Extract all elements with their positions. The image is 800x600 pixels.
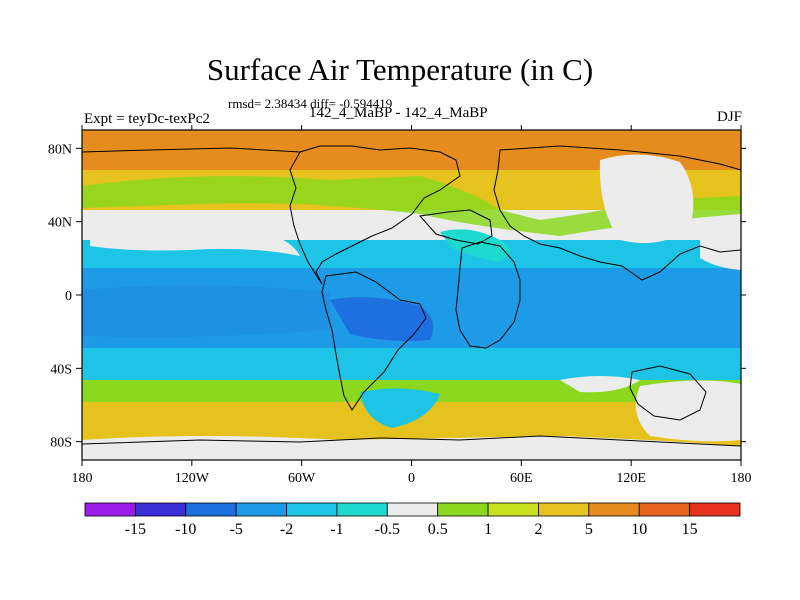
patch-antarctic-neutral	[82, 436, 741, 460]
colorbar-label: 0.5	[428, 521, 448, 538]
patch-east-neutral	[700, 228, 741, 270]
arctic-coast-outline	[82, 147, 301, 153]
south-america-outline	[321, 271, 427, 411]
lat-tick-label: 40N	[48, 216, 72, 231]
north-america-outline	[289, 145, 461, 285]
lon-tick-label: 180	[72, 471, 93, 486]
colorbar-swatch	[487, 502, 539, 517]
colorbar-swatch	[134, 502, 187, 517]
lon-tick-label: 120W	[175, 471, 210, 486]
stats-label: rmsd= 2.38434 diff= -0.594419	[228, 96, 393, 111]
colorbar-swatch	[185, 502, 237, 517]
colorbar: -15 -10 -5 -2 -1 -0.5 0.5 1 2 5 10 15	[84, 502, 741, 538]
season-label: DJF	[716, 109, 742, 125]
patch-south-atlantic-teal	[360, 388, 440, 428]
lat-tick-label: 40S	[50, 362, 72, 377]
antarctica-outline	[82, 435, 741, 447]
colorbar-label: -1	[330, 521, 343, 538]
patch-pacific-cold	[82, 285, 330, 338]
colorbar-swatch	[638, 502, 691, 517]
greenland-block	[419, 209, 493, 245]
patch-australia-neutral	[635, 380, 741, 442]
australia-outline	[629, 365, 707, 421]
lat-tick-label: 80S	[50, 436, 72, 451]
colorbar-swatch	[538, 502, 590, 517]
colorbar-label: -2	[280, 521, 293, 538]
patch-siberia-neutral	[599, 154, 694, 244]
africa-outline	[455, 241, 521, 349]
lon-tick-label: 60W	[288, 471, 316, 486]
lat-tick-label: 0	[65, 289, 72, 304]
colorbar-label: -0.5	[375, 521, 400, 538]
experiment-label: Expt = teyDc-texPc2	[84, 111, 210, 127]
colorbar-swatch	[286, 502, 338, 517]
lon-tick-label: 180	[731, 471, 752, 486]
colorbar-label: 5	[585, 521, 593, 538]
colorbar-label: 10	[631, 521, 647, 538]
colorbar-label: -15	[125, 521, 146, 538]
map-title: Surface Air Temperature (in C)	[206, 52, 594, 87]
eurasia-outline	[493, 145, 741, 281]
lon-tick-label: 0	[408, 471, 415, 486]
patch-tropical-coldest	[330, 297, 434, 342]
colorbar-label: 1	[484, 521, 492, 538]
colorbar-swatch	[235, 502, 287, 517]
colorbar-label: -5	[229, 521, 242, 538]
patch-indian-neutral	[560, 376, 640, 393]
colorbar-swatch	[84, 502, 136, 517]
continent-outlines	[82, 145, 741, 447]
colorbar-swatch	[437, 502, 489, 517]
colorbar-swatch	[386, 502, 439, 517]
band-south-tropic	[82, 348, 741, 380]
colorbar-swatch	[588, 502, 640, 517]
patch-pacific-neutral	[90, 219, 300, 256]
patch-north-green	[82, 176, 741, 236]
colorbar-swatch	[336, 502, 388, 517]
colorbar-label: 2	[534, 521, 542, 538]
longitude-axis: 180 120W 60W 0 60E 120E 180	[72, 125, 752, 486]
lat-tick-label: 80N	[48, 142, 72, 157]
colorbar-label: 15	[682, 521, 698, 538]
lon-tick-label: 60E	[510, 471, 533, 486]
latitude-axis: 80N 40N 0 40S 80S	[48, 142, 746, 451]
colorbar-swatch	[689, 502, 741, 517]
lon-tick-label: 120E	[616, 471, 646, 486]
subtitle-label: 142_4_MaBP - 142_4_MaBP	[309, 105, 488, 121]
colorbar-label: -10	[175, 521, 196, 538]
temperature-field	[82, 130, 741, 460]
patch-atlantic-teal	[440, 229, 510, 262]
